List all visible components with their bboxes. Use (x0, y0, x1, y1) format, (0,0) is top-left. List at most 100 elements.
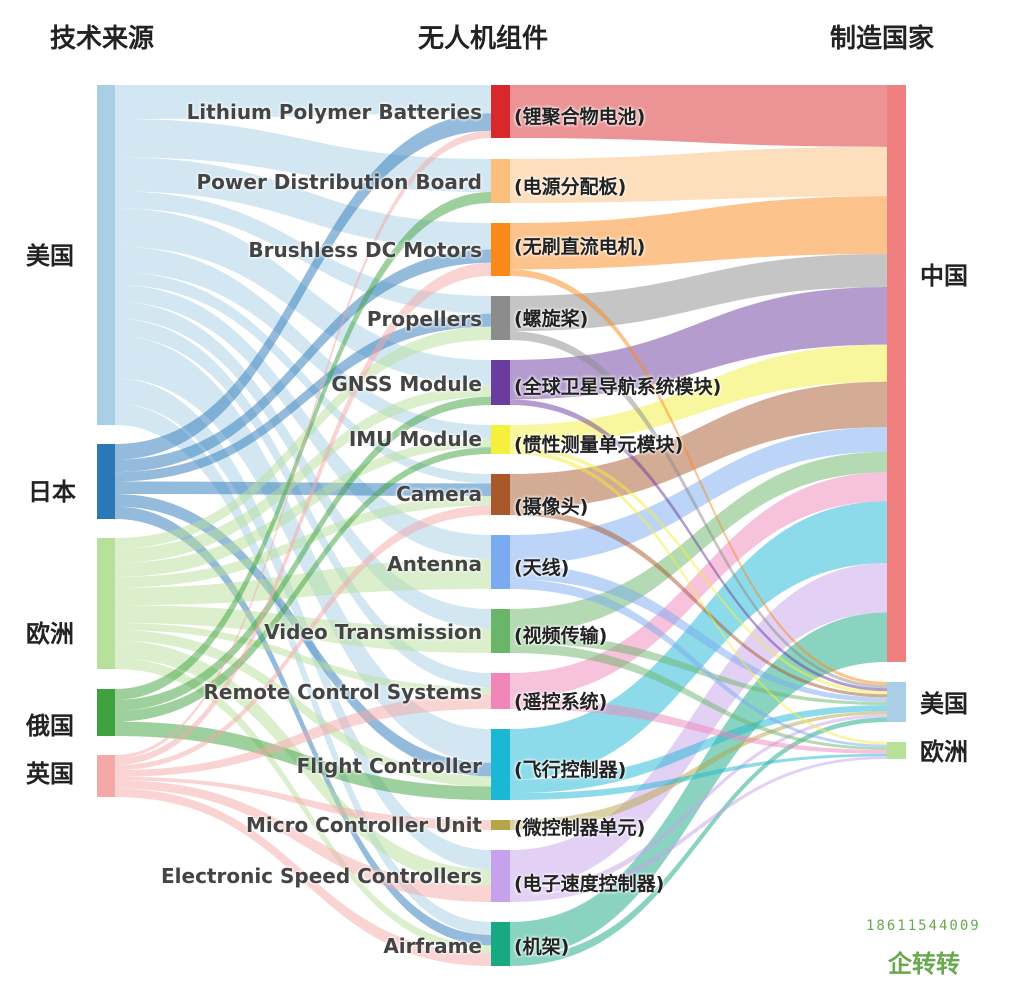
watermark-logo: 企转转 (888, 950, 960, 978)
component-node-imu (491, 425, 510, 454)
component-node-pdb (491, 159, 510, 203)
source-label-us: 美国 (26, 242, 74, 270)
link-imu-meu (510, 449, 887, 745)
link-eu-fc (115, 630, 491, 787)
source-node-uk (97, 755, 115, 797)
link-uk-lipo (115, 130, 491, 759)
link-eu-gnss (115, 385, 491, 563)
component-cn-imu: (惯性测量单元模块) (514, 434, 684, 456)
component-en-pdb: Power Distribution Board (196, 170, 482, 194)
link-ant-mus (510, 564, 887, 702)
link-us-lipo (115, 85, 491, 119)
component-en-cam: Camera (396, 482, 482, 506)
component-en-gnss: GNSS Module (331, 372, 482, 396)
component-cn-gnss: (全球卫星导航系统模块) (514, 376, 722, 398)
source-node-eu (97, 538, 115, 669)
link-prop-cn (510, 253, 887, 332)
maker-node-meu (887, 742, 906, 759)
link-prop-mus (510, 331, 887, 689)
component-en-lipo: Lithium Polymer Batteries (186, 100, 482, 124)
maker-node-mus (887, 682, 906, 722)
source-node-ru (97, 689, 115, 736)
link-eu-rc (115, 622, 491, 695)
link-uk-cam (115, 505, 491, 771)
component-node-prop (491, 296, 510, 340)
link-cam-cn (510, 381, 887, 509)
source-label-eu: 欧洲 (26, 620, 74, 648)
link-frame-mus (510, 717, 887, 966)
link-fc-meu (510, 753, 887, 800)
component-cn-ant: (天线) (514, 557, 570, 579)
link-fc-mus (510, 705, 887, 794)
link-vtx-meu (510, 643, 887, 750)
component-cn-pdb: (电源分配板) (514, 176, 627, 198)
source-node-us (97, 85, 115, 425)
link-ru-gnss (115, 396, 491, 711)
component-node-bldc (491, 223, 510, 276)
flow-links (115, 85, 887, 966)
link-jp-cam (115, 481, 491, 497)
link-rc-cn (510, 472, 887, 699)
link-vtx-cn (510, 451, 887, 634)
link-ru-imu (115, 447, 491, 722)
link-rc-meu (510, 698, 887, 754)
component-cn-cam: (摄像头) (514, 496, 589, 518)
maker-label-us: 美国 (920, 690, 968, 718)
link-jp-bldc (115, 249, 491, 473)
component-cn-bldc: (无刷直流电机) (514, 236, 646, 258)
component-cn-vtx: (视频传输) (514, 625, 608, 647)
component-en-mcu: Micro Controller Unit (246, 813, 482, 837)
component-en-esc: Electronic Speed Controllers (160, 864, 482, 888)
component-node-cam (491, 474, 510, 515)
link-us-prop (115, 191, 491, 314)
flow-nodes (97, 85, 906, 966)
link-us-vtx (115, 301, 491, 629)
component-node-rc (491, 673, 510, 709)
link-esc-meu (510, 756, 887, 902)
link-eu-cam (115, 496, 491, 588)
component-node-vtx (491, 609, 510, 653)
component-en-rc: Remote Control Systems (203, 680, 483, 704)
component-en-frame: Airframe (383, 934, 482, 958)
component-node-ant (491, 535, 510, 589)
source-node-jp (97, 444, 115, 519)
link-us-cam (115, 272, 491, 484)
link-eu-imu (115, 438, 491, 577)
source-column-title: 技术来源 (50, 24, 155, 54)
link-bldc-cn (510, 196, 887, 270)
source-label-uk: 英国 (26, 760, 74, 788)
maker-node-cn (887, 85, 906, 662)
component-node-gnss (491, 360, 510, 405)
component-en-bldc: Brushless DC Motors (248, 238, 482, 262)
link-us-gnss (115, 208, 491, 386)
component-en-imu: IMU Module (348, 427, 482, 451)
watermark-phone: 18611544009 (866, 918, 981, 934)
component-en-vtx: Video Transmission (264, 620, 482, 644)
link-lipo-cn (510, 85, 887, 147)
component-cn-rc: (遥控系统) (514, 691, 608, 713)
link-us-pdb (115, 119, 491, 192)
component-node-fc (491, 729, 510, 800)
maker-label-eu: 欧洲 (920, 738, 968, 766)
link-uk-frame (115, 788, 491, 966)
component-en-prop: Propellers (366, 307, 482, 331)
link-frame-cn (510, 612, 887, 958)
link-jp-frame (115, 506, 491, 946)
link-jp-prop (115, 313, 491, 482)
link-cam-mus (510, 508, 887, 698)
component-cn-prop: (螺旋桨) (514, 308, 589, 330)
link-eu-frame (115, 658, 491, 954)
component-en-fc: Flight Controller (296, 754, 482, 778)
link-us-ant (115, 284, 491, 559)
maker-label-cn: 中国 (920, 262, 968, 290)
component-node-lipo (491, 85, 510, 138)
component-en-ant: Antenna (387, 552, 482, 576)
link-imu-mus (510, 445, 887, 695)
link-eu-vtx (115, 605, 491, 653)
link-us-bldc (115, 157, 491, 250)
link-mcu-mus (510, 711, 887, 830)
component-node-esc (491, 850, 510, 902)
source-label-ru: 俄国 (26, 712, 74, 740)
link-gnss-mus (510, 399, 887, 692)
